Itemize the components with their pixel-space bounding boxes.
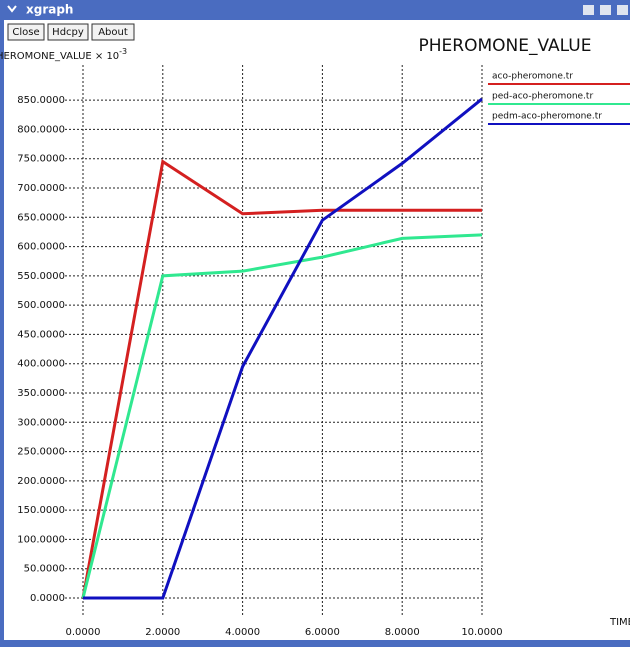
close-button[interactable]: [7, 23, 45, 41]
about-label: About: [98, 27, 128, 38]
y-tick-label: 100.0000: [17, 534, 65, 545]
legend-label: aco-pheromone.tr: [492, 72, 573, 82]
legend: [488, 66, 630, 126]
maximize-button[interactable]: [600, 5, 611, 15]
y-axis-label-exponent: -3: [119, 47, 127, 56]
y-tick-label: 50.0000: [24, 564, 65, 575]
y-tick-label: 350.0000: [17, 388, 65, 399]
y-tick-label: 800.0000: [17, 124, 65, 135]
window-title: xgraph: [26, 3, 73, 17]
left-border: [0, 20, 4, 647]
y-tick-label: 500.0000: [17, 300, 65, 311]
y-tick-label: 600.0000: [17, 242, 65, 253]
y-tick-label: 650.0000: [17, 212, 65, 223]
y-tick-label: 200.0000: [17, 476, 65, 487]
legend-label: pedm-aco-pheromone.tr: [492, 112, 602, 122]
y-tick-label: 850.0000: [17, 95, 65, 106]
chart-title: PHEROMONE_VALUE: [419, 36, 592, 56]
minimize-button[interactable]: [583, 5, 594, 15]
x-axis-label: TIME: [609, 617, 630, 628]
y-tick-label: 750.0000: [17, 154, 65, 165]
y-tick-label: 0.0000: [30, 593, 65, 604]
x-tick-label: 6.0000: [305, 627, 340, 638]
series-line: [81, 233, 483, 599]
x-tick-label: 2.0000: [145, 627, 180, 638]
series-line: [81, 159, 482, 599]
x-tick-label: 10.0000: [461, 627, 502, 638]
y-tick-label: 250.0000: [17, 447, 65, 458]
y-tick-label: 450.0000: [17, 329, 65, 340]
hdcpy-label: Hdcpy: [52, 27, 84, 38]
y-axis-label: HEROMONE_VALUE × 10-3: [0, 47, 127, 63]
x-tick-label: 8.0000: [385, 627, 420, 638]
bottom-border: [0, 640, 630, 647]
hdcpy-button[interactable]: [47, 23, 89, 41]
title-bar: [0, 0, 630, 20]
y-tick-label: 400.0000: [17, 359, 65, 370]
close-window-button[interactable]: [617, 5, 628, 15]
x-tick-label: 0.0000: [66, 627, 101, 638]
about-button[interactable]: [91, 23, 135, 41]
y-tick-label: 700.0000: [17, 183, 65, 194]
close-label: Close: [12, 27, 39, 38]
y-tick-label: 550.0000: [17, 271, 65, 282]
series-line: [83, 97, 483, 600]
menu-icon[interactable]: [7, 5, 17, 13]
y-axis-label-text: HEROMONE_VALUE × 10: [0, 51, 119, 62]
x-tick-label: 4.0000: [225, 627, 260, 638]
y-tick-label: 150.0000: [17, 505, 65, 516]
legend-label: ped-aco-pheromone.tr: [492, 92, 593, 102]
y-tick-label: 300.0000: [17, 417, 65, 428]
buttons: Close Hdcpy About: [7, 23, 135, 41]
